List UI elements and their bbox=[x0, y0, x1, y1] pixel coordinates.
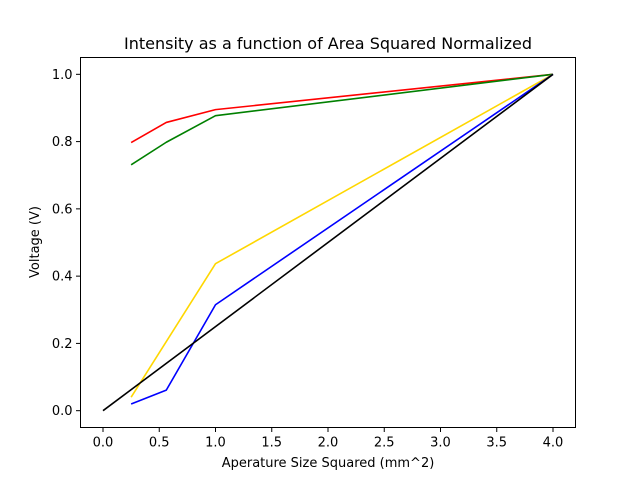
x-tick-label: 4.0 bbox=[543, 436, 564, 451]
series-line-4 bbox=[130, 73, 554, 405]
x-tick-label: 0.5 bbox=[149, 436, 170, 451]
x-tick-label: 1.5 bbox=[261, 436, 282, 451]
x-tick-label: 2.0 bbox=[318, 436, 339, 451]
x-tick-label: 0.0 bbox=[93, 436, 114, 451]
x-axis: 0.0 0.5 1.0 1.5 2.0 2.5 3.0 3.5 4.0 bbox=[93, 427, 564, 451]
x-axis-label: Aperature Size Squared (mm^2) bbox=[222, 456, 435, 471]
plot-area: 0.0 0.5 1.0 1.5 2.0 2.5 3.0 3.5 4.0 0.0 0.2 0.4 0.6… bbox=[52, 57, 576, 451]
y-axis: 0.0 0.2 0.4 0.6 0.8 1.0 bbox=[52, 68, 81, 419]
y-tick-label: 0.4 bbox=[52, 270, 73, 285]
y-axis-label: Voltage (V) bbox=[28, 206, 43, 278]
y-tick-label: 1.0 bbox=[52, 68, 73, 83]
series-line-3 bbox=[130, 73, 554, 398]
x-tick-label: 1.0 bbox=[205, 436, 226, 451]
series-line-2 bbox=[130, 73, 554, 166]
y-tick-label: 0.0 bbox=[52, 404, 73, 419]
series-layer bbox=[102, 73, 554, 412]
x-tick-label: 2.5 bbox=[374, 436, 395, 451]
y-tick-label: 0.6 bbox=[52, 202, 73, 217]
series-line-5 bbox=[102, 73, 554, 412]
x-tick-label: 3.0 bbox=[430, 436, 451, 451]
y-tick-label: 0.8 bbox=[52, 135, 73, 150]
chart-title: Intensity as a function of Area Squared … bbox=[124, 34, 532, 53]
x-tick-label: 3.5 bbox=[486, 436, 507, 451]
series-line-1 bbox=[130, 73, 554, 144]
y-tick-label: 0.2 bbox=[52, 337, 73, 352]
